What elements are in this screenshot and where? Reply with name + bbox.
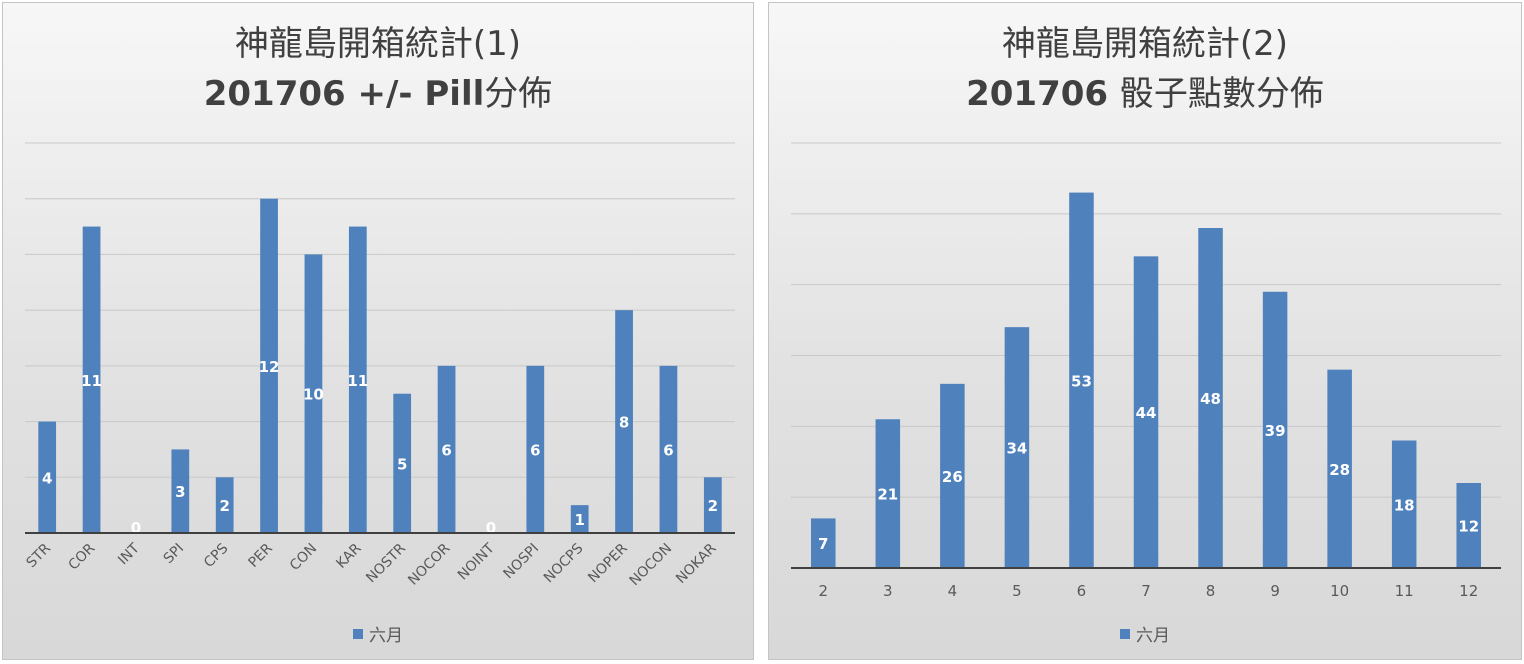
bar xyxy=(526,365,545,533)
bar xyxy=(1391,440,1417,568)
x-tick-label: CPS xyxy=(201,540,232,571)
chart-subtitle: 201706 +/- Pill分佈 xyxy=(3,73,753,115)
chart-legend: 六月 xyxy=(3,621,753,646)
bar xyxy=(940,383,965,568)
x-tick-label: NOSPI xyxy=(500,541,542,583)
bar xyxy=(659,365,678,533)
bar xyxy=(1262,291,1288,568)
bar-chart-pill: 4STR11COR0INT3SPI2CPS12PER10CON11KAR5NOS… xyxy=(23,142,735,590)
x-tick-label: NOPER xyxy=(585,540,631,586)
x-tick-label: 3 xyxy=(883,582,893,600)
x-tick-label: 10 xyxy=(1330,582,1349,600)
data-label: 12 xyxy=(1458,518,1479,536)
chart-subtitle-suffix: 骰子點數分佈 xyxy=(1119,74,1324,114)
bar xyxy=(703,477,722,533)
data-label: 3 xyxy=(175,483,185,501)
legend-swatch xyxy=(1120,629,1130,639)
chart-panel-dice: 神龍島開箱統計(2) 201706 骰子點數分佈 7 2 21 3 26 4 34 5 53 6 4… xyxy=(768,2,1522,660)
data-label: 21 xyxy=(877,486,898,504)
bar xyxy=(171,449,190,533)
x-tick-label: 12 xyxy=(1459,582,1478,600)
data-label: 28 xyxy=(1329,461,1350,479)
legend-swatch xyxy=(353,629,363,639)
data-label: 2 xyxy=(219,497,229,515)
x-tick-label: KAR xyxy=(333,540,364,571)
bar xyxy=(1069,192,1094,569)
bar xyxy=(215,477,234,533)
chart-title: 神龍島開箱統計(2) xyxy=(1001,24,1289,64)
chart-panel-pill: 神龍島開箱統計(1) 201706 +/- Pill分佈 4 STR 11 COR 0 I… xyxy=(2,2,754,660)
bar xyxy=(82,226,101,534)
data-label: 6 xyxy=(441,441,451,459)
x-tick-label: 4 xyxy=(948,582,958,600)
data-label: 34 xyxy=(1006,440,1027,458)
x-tick-label: 5 xyxy=(1012,582,1022,600)
x-tick-label: 2 xyxy=(818,582,828,600)
x-tick-label: PER xyxy=(245,540,276,571)
x-tick-label: COR xyxy=(65,540,98,573)
data-label: 26 xyxy=(942,468,963,486)
x-tick-label: NOCOR xyxy=(405,540,453,588)
bar xyxy=(1456,483,1481,568)
x-tick-label: NOKAR xyxy=(673,540,720,587)
bar xyxy=(304,254,323,533)
x-tick-label: NOCPS xyxy=(541,540,587,586)
x-tick-label: NOCON xyxy=(627,541,676,590)
data-label: 12 xyxy=(259,358,280,376)
x-tick-label: 11 xyxy=(1395,582,1414,600)
data-label: 11 xyxy=(81,372,102,390)
chart-subtitle: 201706 骰子點數分佈 xyxy=(769,73,1521,115)
x-tick-label: 6 xyxy=(1077,582,1087,600)
data-label: 1 xyxy=(574,511,584,529)
bar xyxy=(1327,369,1352,568)
bar xyxy=(875,419,901,568)
bar xyxy=(570,505,589,533)
data-label: 2 xyxy=(708,497,718,515)
data-label: 6 xyxy=(530,441,540,459)
bar xyxy=(1198,228,1223,568)
x-tick-label: NOSTR xyxy=(363,540,409,586)
data-label: 18 xyxy=(1394,496,1415,514)
data-label: 5 xyxy=(397,455,407,473)
x-tick-label: 7 xyxy=(1141,582,1151,600)
x-tick-label: SPI xyxy=(161,541,187,567)
data-label: 11 xyxy=(347,372,368,390)
data-label: 44 xyxy=(1136,404,1157,422)
chart-title: 神龍島開箱統計(1) xyxy=(234,24,522,64)
data-label: 48 xyxy=(1200,390,1221,408)
bar xyxy=(1133,256,1159,568)
x-tick-label: INT xyxy=(115,540,143,568)
x-tick-label: NOINT xyxy=(455,540,498,583)
data-label: 8 xyxy=(619,414,629,432)
data-label: 10 xyxy=(303,386,324,404)
data-label: 4 xyxy=(42,469,52,487)
x-tick-label: CON xyxy=(287,541,320,574)
bar xyxy=(348,226,367,534)
bar xyxy=(811,518,836,568)
chart-subtitle-suffix: 分佈 xyxy=(484,74,553,114)
bar xyxy=(260,198,278,533)
data-label: 6 xyxy=(663,441,673,459)
x-tick-label: 9 xyxy=(1270,582,1280,600)
bar xyxy=(38,421,57,533)
bar-chart-dice: 7 2 21 3 26 4 34 5 53 6 44 7 48 8 39 9 28 10 18 11 12 12 xyxy=(791,142,1501,600)
bar xyxy=(393,393,412,533)
legend-label: 六月 xyxy=(1136,626,1170,646)
data-label: 53 xyxy=(1071,372,1092,390)
bar xyxy=(437,365,456,533)
chart-legend: 六月 xyxy=(769,621,1521,646)
bar xyxy=(1004,327,1030,568)
bar xyxy=(615,310,633,533)
data-label: 0 xyxy=(486,519,496,537)
legend-label: 六月 xyxy=(369,626,403,646)
chart-subtitle-main: 201706 +/- Pill xyxy=(203,74,485,114)
x-tick-label: 8 xyxy=(1206,582,1216,600)
chart-subtitle-main: 201706 xyxy=(966,74,1109,114)
data-label: 39 xyxy=(1265,422,1286,440)
data-label: 7 xyxy=(818,535,828,553)
x-tick-label: STR xyxy=(23,540,54,571)
data-label: 0 xyxy=(131,519,141,537)
